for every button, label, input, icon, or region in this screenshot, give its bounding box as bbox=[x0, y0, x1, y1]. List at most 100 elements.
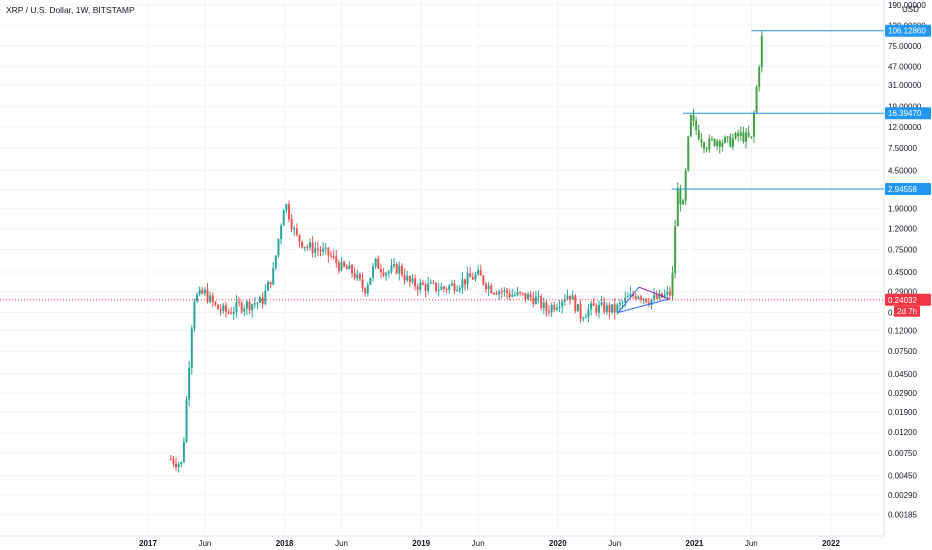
candle-body bbox=[742, 132, 745, 142]
grid-lines bbox=[0, 0, 885, 537]
y-tick-label: 0.01900 bbox=[888, 408, 917, 417]
candle bbox=[500, 287, 503, 298]
candle-body bbox=[724, 137, 727, 143]
candle-body bbox=[335, 256, 338, 263]
candle bbox=[214, 300, 217, 307]
candle-body bbox=[729, 136, 732, 147]
level-badge-bg bbox=[885, 24, 931, 37]
y-tick-label: 7.50000 bbox=[888, 144, 917, 153]
candle-body bbox=[259, 297, 262, 303]
candle bbox=[587, 304, 590, 322]
candle-body bbox=[653, 294, 656, 300]
candle-body bbox=[710, 138, 713, 140]
candle-body bbox=[403, 275, 406, 281]
candle bbox=[550, 302, 553, 317]
candle-body bbox=[592, 303, 595, 306]
candle-body bbox=[377, 258, 380, 269]
x-tick-label: 2018 bbox=[276, 539, 294, 548]
level-badge[interactable]: 2.94558 bbox=[885, 183, 931, 196]
candle bbox=[274, 255, 277, 271]
price-levels bbox=[0, 30, 884, 301]
y-tick-label: 19.00000 bbox=[888, 103, 922, 112]
candle-body bbox=[548, 311, 551, 313]
candle-body bbox=[705, 148, 708, 150]
candle bbox=[503, 287, 506, 297]
candle-body bbox=[301, 241, 304, 248]
countdown-badge-bg bbox=[894, 305, 920, 317]
candle bbox=[261, 292, 264, 309]
candle-body bbox=[545, 302, 548, 312]
candle-body bbox=[248, 301, 251, 311]
candle-body bbox=[442, 286, 445, 289]
candle-body bbox=[295, 228, 298, 235]
candle-body bbox=[243, 308, 246, 312]
last-price-badge[interactable]: 0.24032 2d 7h bbox=[885, 293, 931, 317]
candle-body bbox=[495, 293, 498, 295]
candle bbox=[511, 288, 514, 298]
candle bbox=[190, 325, 193, 375]
projection-candle bbox=[697, 124, 700, 141]
candle-body bbox=[238, 301, 241, 303]
candle bbox=[513, 291, 516, 297]
projection-candle bbox=[687, 135, 690, 172]
candle-body bbox=[450, 283, 453, 286]
y-axis[interactable]: 190.00000120.0000075.0000047.0000031.000… bbox=[885, 1, 931, 520]
candle-body bbox=[324, 247, 327, 249]
candle bbox=[655, 290, 658, 300]
candle bbox=[390, 258, 393, 275]
candle-body bbox=[219, 309, 222, 311]
projection-candle bbox=[726, 135, 729, 143]
candle bbox=[668, 286, 671, 300]
triangle-upper-line bbox=[638, 286, 670, 300]
candle bbox=[227, 308, 230, 315]
candle bbox=[387, 269, 390, 278]
candle-body bbox=[689, 115, 692, 137]
projection-candle bbox=[695, 116, 698, 135]
candle bbox=[269, 281, 272, 289]
candle bbox=[188, 361, 191, 407]
candle bbox=[340, 256, 343, 272]
candle-body bbox=[469, 273, 472, 278]
candle bbox=[324, 242, 327, 255]
candle bbox=[251, 303, 254, 318]
candle-body bbox=[395, 263, 398, 274]
last-price-value: 0.24032 bbox=[888, 296, 917, 305]
candle-body bbox=[566, 295, 569, 300]
candle bbox=[548, 305, 551, 317]
candle-body bbox=[658, 293, 661, 299]
x-axis[interactable]: 2017 Jun 2018 Jun 2019 Jun 2020 Jun 2021 Jun 2022 bbox=[139, 539, 840, 548]
y-tick-label: 0.12000 bbox=[888, 326, 917, 335]
candle-body bbox=[721, 142, 724, 147]
candle bbox=[534, 290, 537, 305]
projection-candle bbox=[692, 109, 695, 127]
candle-body bbox=[374, 258, 377, 267]
candle bbox=[634, 293, 637, 301]
candle-body bbox=[519, 292, 522, 294]
candle bbox=[337, 259, 340, 274]
candle-body bbox=[684, 170, 687, 201]
x-tick-label: 2019 bbox=[412, 539, 430, 548]
candle-body bbox=[185, 399, 188, 443]
candle-body bbox=[369, 277, 372, 285]
x-tick-label: 2020 bbox=[549, 539, 567, 548]
candle bbox=[327, 247, 330, 263]
candle bbox=[382, 268, 385, 278]
candle-body bbox=[308, 242, 311, 248]
candle-body bbox=[379, 268, 382, 273]
candle-body bbox=[411, 278, 414, 283]
projection-candle bbox=[674, 219, 677, 279]
projection-candle bbox=[721, 139, 724, 152]
candle bbox=[611, 304, 614, 315]
projection-candle bbox=[724, 135, 727, 144]
candle-body bbox=[616, 304, 619, 313]
candle-body bbox=[448, 285, 451, 290]
candle bbox=[259, 295, 262, 303]
candle bbox=[487, 281, 490, 297]
projection-candle bbox=[684, 168, 687, 206]
candle bbox=[416, 283, 419, 296]
candle-body bbox=[456, 289, 459, 292]
level-badge[interactable]: 106.12860 bbox=[885, 24, 931, 37]
level-badge[interactable]: 16.39470 bbox=[885, 107, 931, 120]
candle-body bbox=[540, 296, 543, 309]
